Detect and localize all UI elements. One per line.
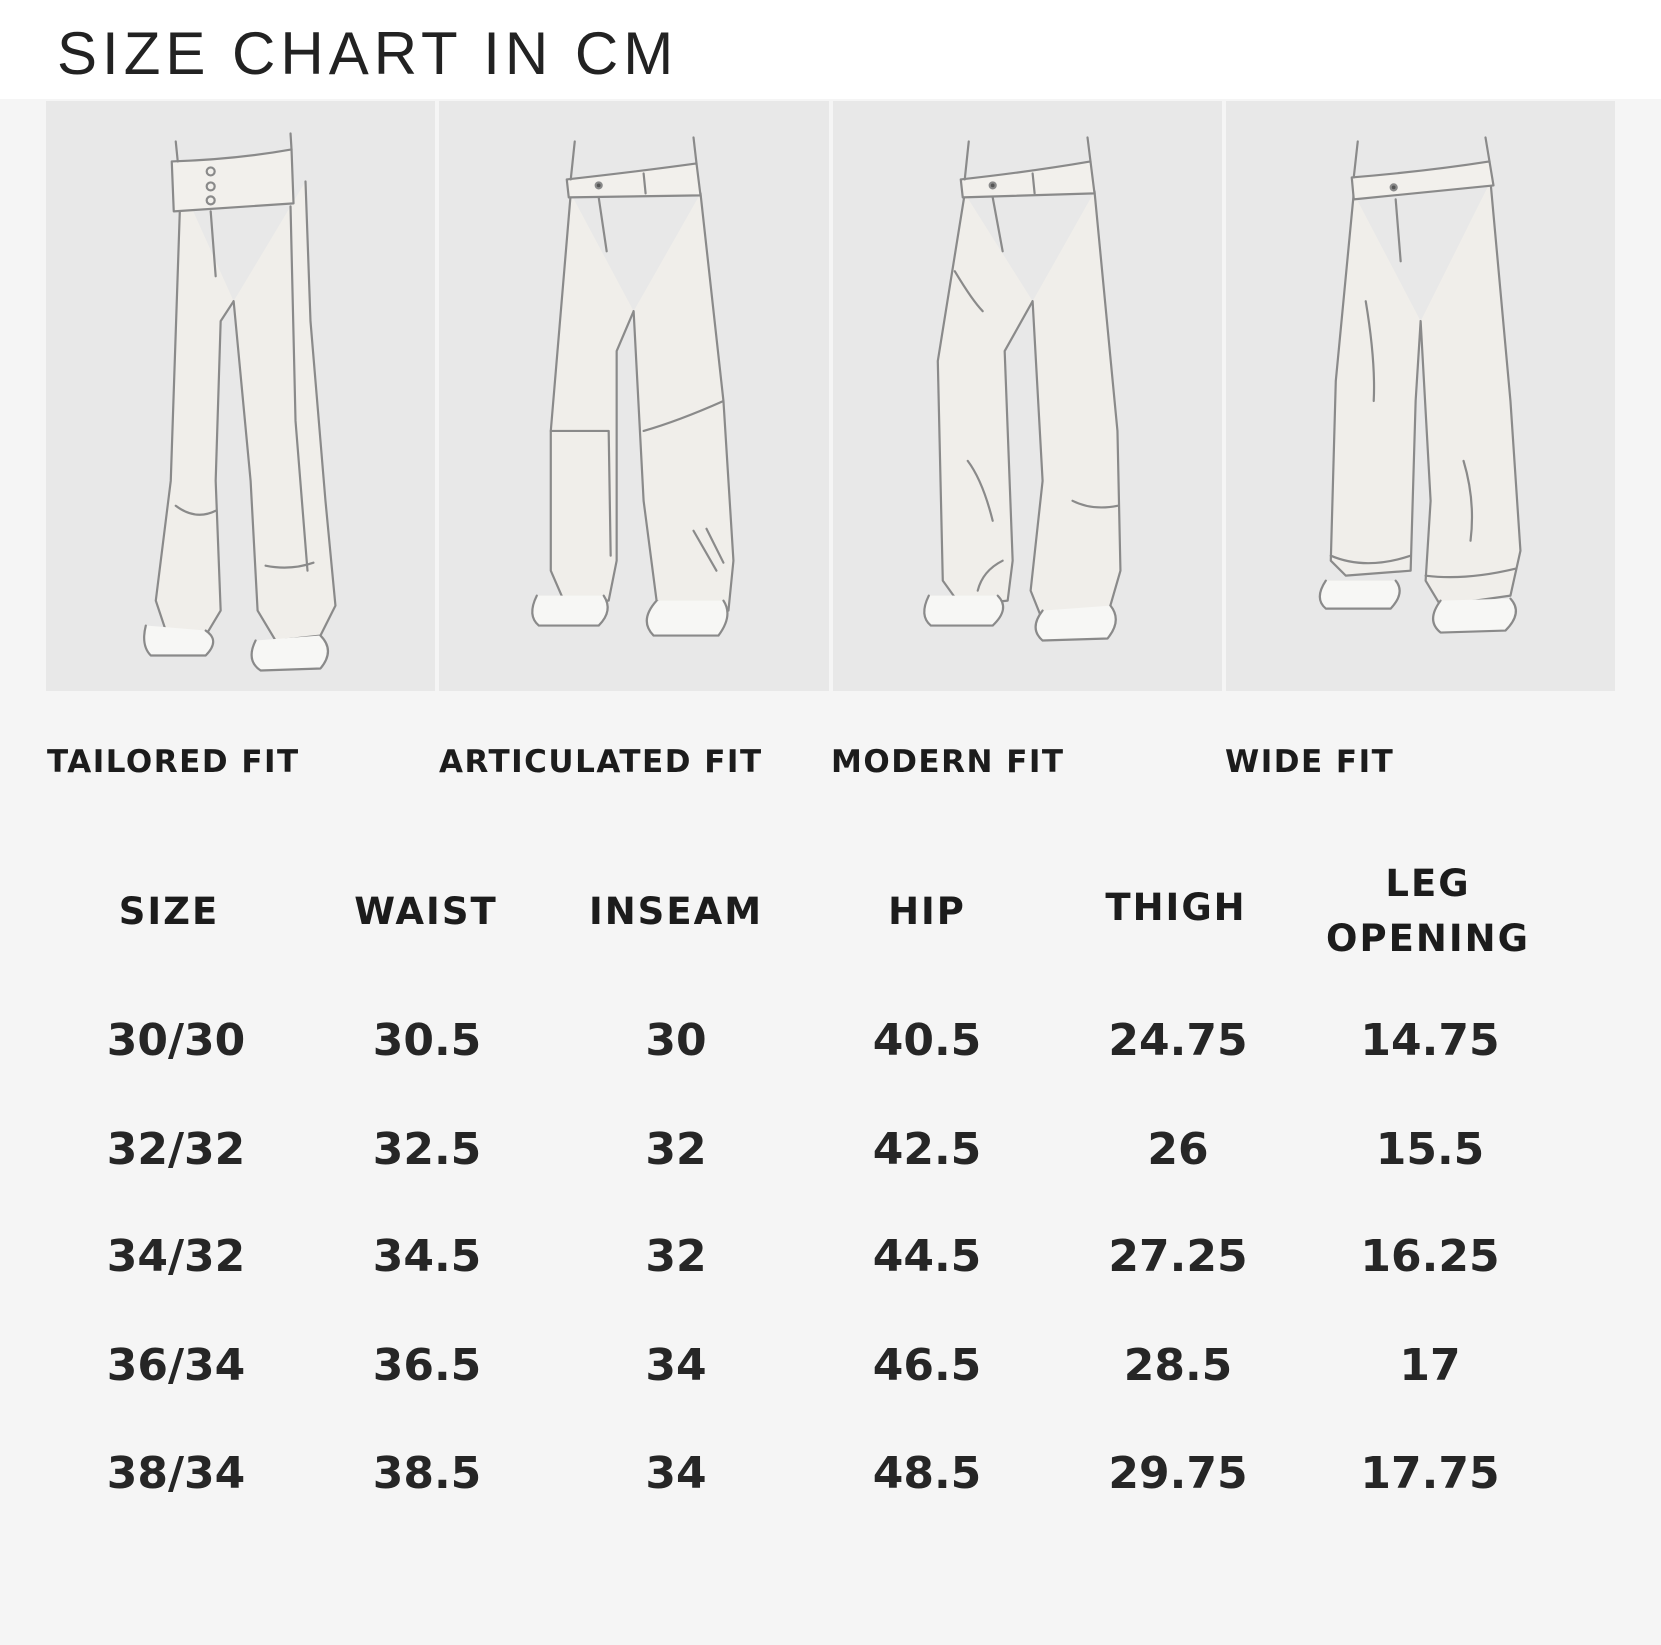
- cell-thigh: 28.5: [1123, 1340, 1233, 1391]
- fit-label-modern: MODERN FIT: [831, 744, 1065, 780]
- header-leg-opening-line2: OPENING: [1326, 917, 1530, 960]
- cell-leg-opening: 17.75: [1360, 1448, 1500, 1499]
- cell-inseam: 34: [645, 1340, 707, 1391]
- cell-hip: 48.5: [872, 1448, 982, 1499]
- cell-thigh: 29.75: [1108, 1448, 1248, 1499]
- header-leg-opening-line1: LEG: [1385, 862, 1471, 905]
- cell-inseam: 32: [645, 1231, 707, 1282]
- cell-size: 30/30: [106, 1015, 246, 1066]
- cell-inseam: 32: [645, 1124, 707, 1175]
- cell-size: 32/32: [106, 1124, 246, 1175]
- fit-label-wide: WIDE FIT: [1225, 744, 1395, 780]
- cell-waist: 36.5: [372, 1340, 482, 1391]
- cell-waist: 34.5: [372, 1231, 482, 1282]
- cell-inseam: 30: [645, 1015, 707, 1066]
- title-bar: SIZE CHART IN CM: [0, 0, 1661, 99]
- cell-thigh: 26: [1147, 1124, 1209, 1175]
- cell-leg-opening: 17: [1399, 1340, 1461, 1391]
- header-hip: HIP: [888, 890, 966, 933]
- cell-leg-opening: 14.75: [1360, 1015, 1500, 1066]
- cell-size: 34/32: [106, 1231, 246, 1282]
- page-title: SIZE CHART IN CM: [57, 20, 679, 87]
- header-inseam: INSEAM: [588, 890, 764, 933]
- fit-label-tailored: TAILORED FIT: [47, 744, 300, 780]
- cell-size: 38/34: [106, 1448, 246, 1499]
- header-size: SIZE: [118, 890, 220, 933]
- cell-size: 36/34: [106, 1340, 246, 1391]
- cell-thigh: 27.25: [1108, 1231, 1248, 1282]
- cell-waist: 30.5: [372, 1015, 482, 1066]
- cell-hip: 40.5: [872, 1015, 982, 1066]
- wide-pants-illustration: [1225, 101, 1615, 691]
- cell-leg-opening: 16.25: [1360, 1231, 1500, 1282]
- cell-waist: 32.5: [372, 1124, 482, 1175]
- header-thigh: THIGH: [1105, 886, 1247, 929]
- cell-thigh: 24.75: [1108, 1015, 1248, 1066]
- cell-inseam: 34: [645, 1448, 707, 1499]
- cell-leg-opening: 15.5: [1375, 1124, 1485, 1175]
- tailored-pants-illustration: [46, 101, 436, 691]
- articulated-pants-illustration: [439, 101, 829, 691]
- fit-illustrations: [46, 101, 1615, 691]
- cell-hip: 44.5: [872, 1231, 982, 1282]
- header-waist: WAIST: [354, 890, 498, 933]
- cell-waist: 38.5: [372, 1448, 482, 1499]
- fit-label-articulated: ARTICULATED FIT: [439, 744, 763, 780]
- cell-hip: 46.5: [872, 1340, 982, 1391]
- modern-pants-illustration: [832, 101, 1222, 691]
- cell-hip: 42.5: [872, 1124, 982, 1175]
